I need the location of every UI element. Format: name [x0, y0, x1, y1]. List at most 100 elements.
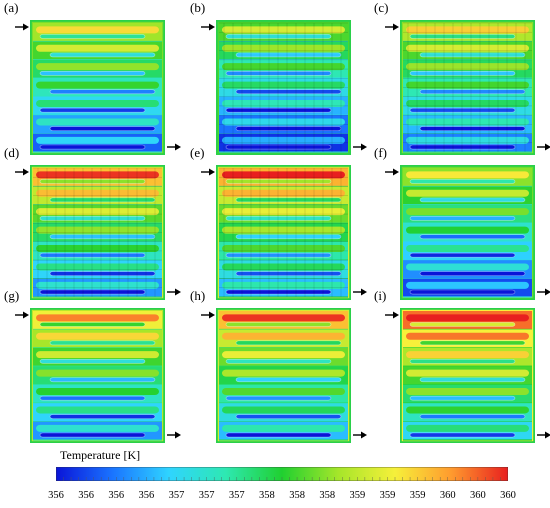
coolant-channel — [225, 358, 332, 364]
panel-label: (f) — [374, 145, 387, 160]
contour-panel: (b) — [190, 0, 367, 155]
panel-label: (d) — [4, 145, 20, 160]
temperature-contour-plate — [400, 308, 535, 443]
hot-core-stripe — [406, 388, 529, 396]
panel-label: (g) — [4, 288, 20, 303]
hot-core-stripe — [406, 63, 529, 71]
hot-core-stripe — [36, 26, 159, 34]
outlet-arrow-icon — [537, 431, 550, 439]
outlet-arrow-icon — [167, 143, 181, 151]
hot-core-stripe — [222, 245, 345, 253]
inlet-arrow-icon — [15, 168, 29, 176]
hot-core-stripe — [222, 136, 345, 144]
hot-core-stripe — [222, 263, 345, 271]
hot-core-stripe — [222, 424, 345, 432]
coolant-channel — [49, 126, 156, 131]
hot-core-stripe — [36, 332, 159, 340]
coolant-channel — [419, 271, 526, 276]
plate-frame — [216, 165, 351, 300]
hot-core-stripe — [406, 100, 529, 108]
plate-frame — [400, 165, 535, 300]
colorbar-tick-label: 359 — [379, 490, 396, 501]
coolant-channel — [225, 34, 332, 39]
hot-core-stripe — [406, 406, 529, 414]
contour-panel: (c) — [374, 0, 550, 155]
inlet-arrow-icon — [15, 311, 29, 319]
colorbar-tick-label: 360 — [500, 490, 516, 501]
colorbar-title: Temperature [K] — [60, 448, 141, 462]
hot-core-stripe — [36, 314, 159, 322]
hot-core-stripe — [406, 226, 529, 234]
outlet-arrow-icon — [167, 431, 181, 439]
hot-core-stripe — [36, 406, 159, 414]
coolant-channel — [225, 215, 332, 221]
plate-frame — [216, 20, 351, 155]
hot-core-stripe — [406, 263, 529, 271]
hot-core-stripe — [222, 208, 345, 216]
panel-label: (e) — [190, 145, 205, 160]
inlet-arrow-icon — [385, 168, 399, 176]
hot-core-stripe — [222, 189, 345, 197]
hot-core-stripe — [406, 369, 529, 377]
mesh-grid — [219, 167, 351, 298]
colorbar-tick-label: 357 — [168, 490, 185, 501]
coolant-channel — [39, 70, 146, 76]
temperature-contour-plate — [216, 308, 351, 443]
colorbar-tick-label: 358 — [319, 490, 336, 501]
coolant-channel — [39, 179, 146, 184]
coolant-channel — [39, 322, 146, 327]
hot-core-stripe — [406, 351, 529, 359]
coolant-channel — [39, 358, 146, 364]
plate-frame — [400, 20, 535, 155]
coolant-channel — [409, 358, 516, 364]
coolant-channel — [39, 252, 146, 258]
coolant-channel — [235, 377, 342, 383]
coolant-channel — [419, 234, 526, 240]
plate-frame — [30, 308, 165, 443]
colorbar-tick-label: 356 — [138, 490, 155, 501]
coolant-channel — [409, 289, 516, 295]
colorbar-tick-label: 357 — [198, 490, 215, 501]
plate-frame — [30, 20, 165, 155]
coolant-channel — [409, 34, 516, 39]
hot-core-stripe — [406, 281, 529, 289]
coolant-channel — [235, 340, 342, 346]
outlet-arrow-icon — [167, 288, 181, 296]
coolant-channel — [39, 107, 146, 113]
coolant-channel — [409, 322, 516, 327]
hot-core-stripe — [406, 208, 529, 216]
hot-core-stripe — [406, 26, 529, 34]
coolant-channel — [419, 89, 526, 95]
hot-core-stripe — [222, 351, 345, 359]
coolant-channel — [49, 89, 156, 95]
coolant-channel — [409, 107, 516, 113]
coolant-channel — [225, 252, 332, 258]
hot-core-stripe — [36, 171, 159, 179]
hot-core-stripe — [222, 118, 345, 126]
coolant-channel — [235, 197, 342, 203]
hot-core-stripe — [222, 388, 345, 396]
temperature-contour-plate — [216, 20, 351, 155]
inlet-arrow-icon — [15, 23, 29, 31]
mesh-grid — [219, 22, 351, 153]
colorbar-tick-label: 360 — [439, 490, 456, 501]
coolant-channel — [39, 289, 146, 295]
coolant-channel — [49, 197, 156, 203]
colorbar-tick-label: 358 — [289, 490, 305, 501]
inlet-arrow-icon — [201, 311, 215, 319]
hot-core-stripe — [406, 424, 529, 432]
hot-core-stripe — [406, 171, 529, 179]
hot-core-stripe — [222, 281, 345, 289]
coolant-channel — [409, 395, 516, 401]
hot-core-stripe — [222, 332, 345, 340]
contour-panel: (h) — [190, 288, 367, 443]
colorbar-tick-label: 356 — [108, 490, 125, 501]
colorbar-tick-label: 359 — [349, 490, 366, 501]
inlet-arrow-icon — [385, 311, 399, 319]
hot-core-stripe — [406, 44, 529, 52]
coolant-channel — [225, 107, 332, 113]
coolant-channel — [49, 340, 156, 346]
panel-label: (c) — [374, 0, 389, 15]
contour-panel: (e) — [190, 145, 367, 300]
hot-core-stripe — [36, 81, 159, 89]
